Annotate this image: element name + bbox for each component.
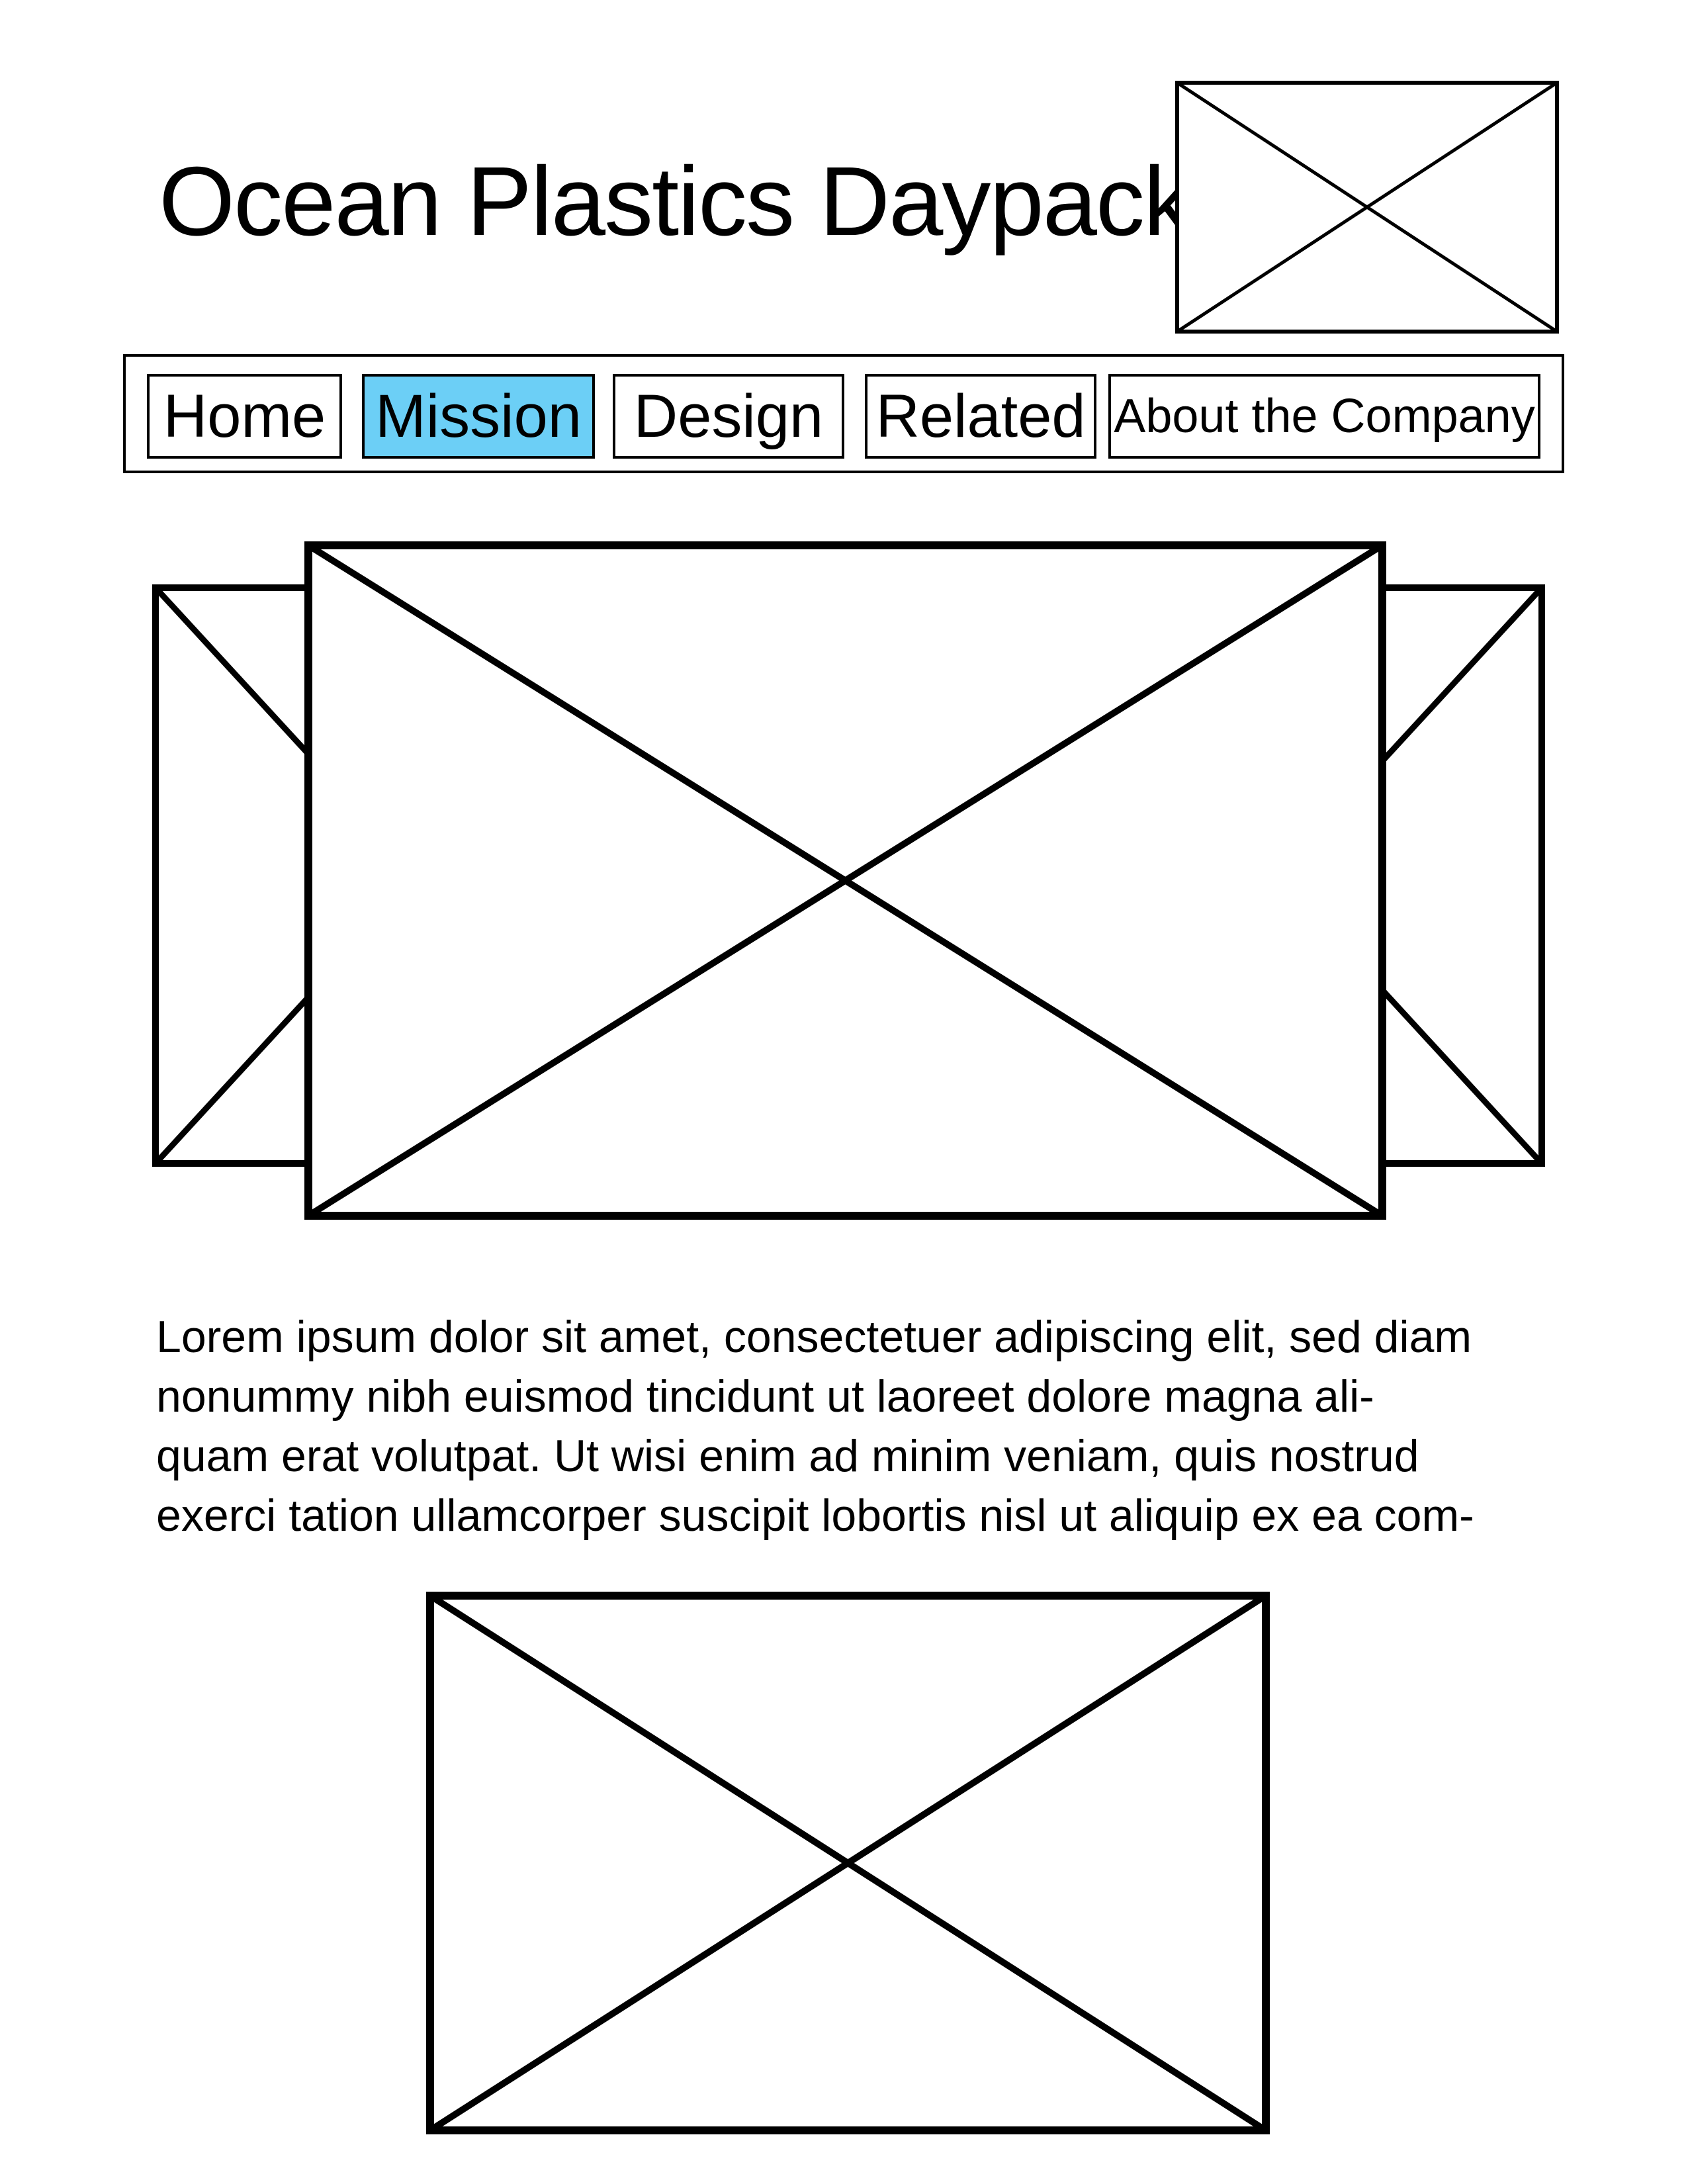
carousel-prev-image-placeholder-icon[interactable] xyxy=(152,584,688,1167)
nav-bar: Home Mission Design Related About the Co… xyxy=(123,354,1564,473)
logo-image-placeholder-icon xyxy=(1175,81,1559,334)
carousel-next-image-placeholder-icon[interactable] xyxy=(1009,584,1545,1167)
body-paragraph: Lorem ipsum dolor sit amet, consectetuer… xyxy=(156,1307,1579,1545)
body-line: exerci tation ullamcorper suscipit lobor… xyxy=(156,1490,1474,1541)
body-line: nonummy nibh euismod tincidunt ut laoree… xyxy=(156,1371,1374,1422)
nav-item-mission[interactable]: Mission xyxy=(362,374,595,459)
page-title: Ocean Plastics Daypack xyxy=(159,147,1192,256)
body-line: Lorem ipsum dolor sit amet, consectetuer… xyxy=(156,1312,1472,1362)
nav-item-about-the-company[interactable]: About the Company xyxy=(1108,374,1540,459)
bottom-image-placeholder-icon xyxy=(426,1592,1270,2134)
nav-item-design[interactable]: Design xyxy=(613,374,844,459)
body-line: quam erat volutpat. Ut wisi enim ad mini… xyxy=(156,1431,1419,1481)
carousel-main-image-placeholder-icon[interactable] xyxy=(304,541,1386,1220)
nav-item-related[interactable]: Related xyxy=(865,374,1096,459)
nav-item-home[interactable]: Home xyxy=(147,374,342,459)
